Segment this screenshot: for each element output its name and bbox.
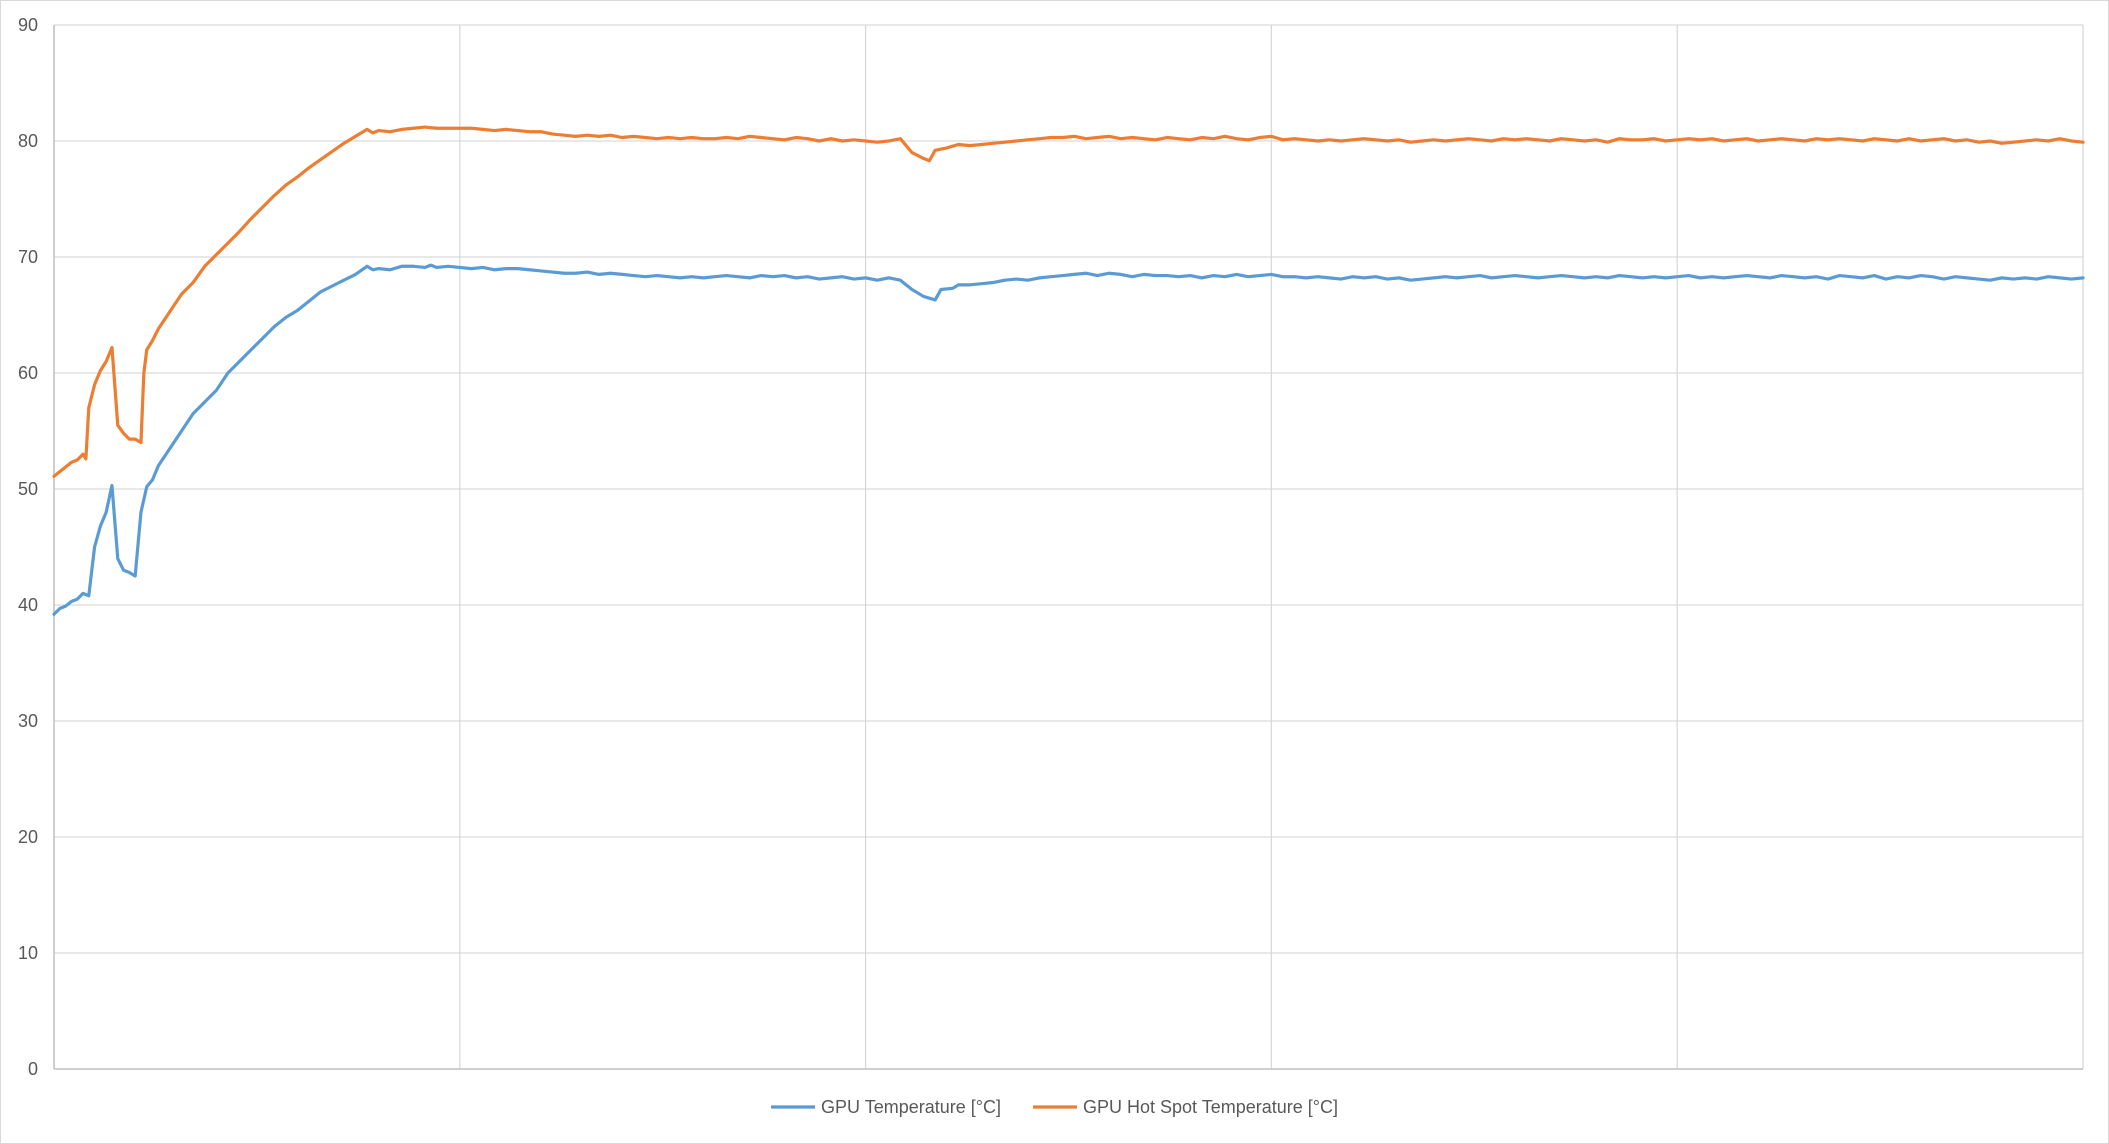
legend-item-1: GPU Temperature [°C] [771,1097,1001,1117]
legend-label: GPU Temperature [°C] [821,1097,1001,1117]
y-tick-label: 90 [18,15,38,35]
legend-item-2: GPU Hot Spot Temperature [°C] [1032,1097,1338,1117]
legend-label: GPU Hot Spot Temperature [°C] [1083,1097,1338,1117]
y-tick-label: 20 [18,827,38,847]
y-tick-label: 50 [18,479,38,499]
y-tick-label: 70 [18,247,38,267]
y-tick-label: 10 [18,943,38,963]
gridlines [54,24,2084,1069]
y-tick-label: 30 [18,711,38,731]
legend: GPU Temperature [°C] GPU Hot Spot Tempera… [771,1097,1338,1117]
axes [53,25,2083,1070]
y-axis-tick-labels: 0 10 20 30 40 50 60 70 80 90 [18,15,38,1079]
data-series [52,125,2085,616]
y-tick-label: 40 [18,595,38,615]
y-tick-label: 80 [18,131,38,151]
series-line-2 [52,125,2085,478]
y-tick-label: 0 [28,1059,38,1079]
y-tick-label: 60 [18,363,38,383]
series-line-1 [52,263,2085,616]
